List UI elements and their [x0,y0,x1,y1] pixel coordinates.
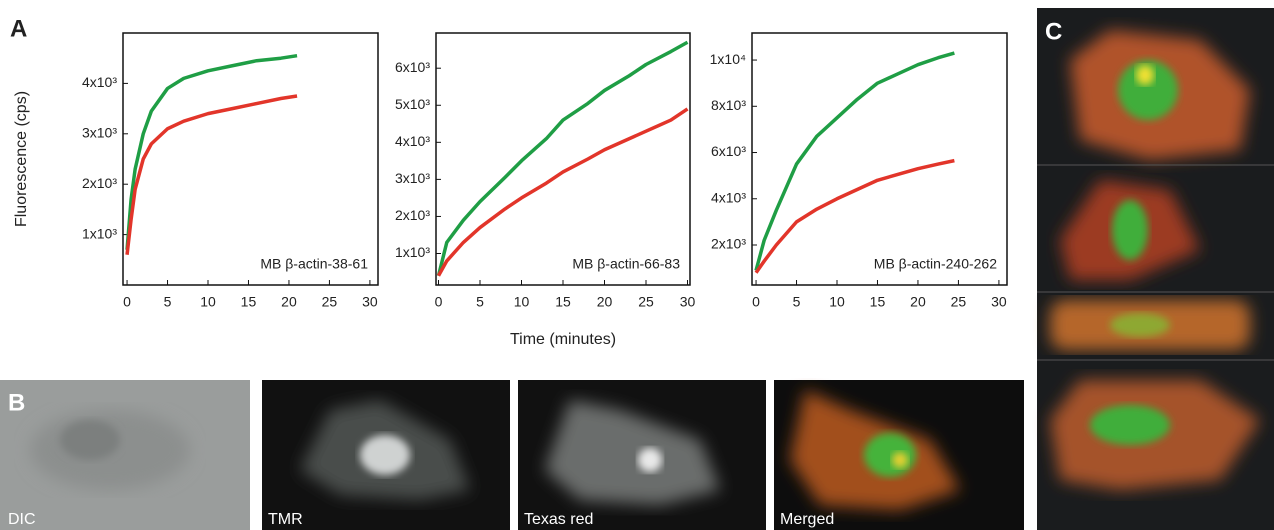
x-tick-label: 10 [514,294,530,310]
plot-frame [435,32,691,286]
x-tick-label: 30 [680,294,696,310]
image-label: DIC [8,511,36,528]
image-label: TMR [268,511,303,528]
annotation: MB β-actin-38-61 [260,256,368,272]
x-tick-label: 15 [555,294,571,310]
y-tick-label: 3x10³ [82,125,117,141]
x-tick-label: 15 [241,294,257,310]
y-tick-label: 1x10³ [395,244,430,260]
image-tmr [262,380,510,530]
y-tick-label: 4x10³ [395,133,430,149]
x-axis-label: Time (minutes) [510,331,616,348]
x-tick-label: 0 [435,294,443,310]
annotation: MB β-actin-66-83 [572,256,680,272]
x-tick-label: 10 [829,294,845,310]
image-merged [774,380,1024,530]
y-tick-label: 1x10⁴ [710,51,746,67]
x-tick-label: 25 [951,294,967,310]
data-line [125,94,298,255]
image-label: Merged [780,511,834,528]
y-tick-label: 6x10³ [395,59,430,75]
x-tick-label: 5 [793,294,801,310]
y-tick-label: 5x10³ [395,96,430,112]
x-tick-label: 20 [597,294,613,310]
y-tick-label: 4x10³ [82,74,117,90]
data-line [754,51,955,271]
data-line [125,53,298,250]
x-tick-label: 15 [870,294,886,310]
plot-frame [122,32,379,286]
x-tick-label: 25 [322,294,338,310]
x-tick-label: 30 [362,294,378,310]
x-tick-label: 20 [910,294,926,310]
y-tick-label: 3x10³ [395,170,430,186]
annotation: MB β-actin-240-262 [874,256,997,272]
y-axis-label: Fluorescence (cps) [13,91,30,227]
data-line [436,40,689,277]
data-line [754,158,955,274]
y-tick-label: 2x10³ [711,236,746,252]
image-label: Texas red [524,511,593,528]
y-tick-label: 8x10³ [711,97,746,113]
x-tick-label: 10 [200,294,216,310]
y-tick-label: 6x10³ [711,143,746,159]
y-tick-label: 2x10³ [395,207,430,223]
panel-label: A [10,15,27,42]
x-tick-label: 0 [123,294,131,310]
panel-label: B [8,389,25,416]
x-tick-label: 5 [164,294,172,310]
image-dic [0,380,250,530]
image-panel-c [1037,8,1274,530]
x-tick-label: 20 [281,294,297,310]
data-line [436,107,689,277]
y-tick-label: 4x10³ [711,189,746,205]
panel-label: C [1045,18,1062,45]
y-tick-label: 2x10³ [82,175,117,191]
image-texas-red [518,380,766,530]
y-tick-label: 1x10³ [82,225,117,241]
x-tick-label: 25 [638,294,654,310]
plot-frame [751,32,1008,286]
x-tick-label: 30 [991,294,1007,310]
x-tick-label: 5 [476,294,484,310]
x-tick-label: 0 [752,294,760,310]
